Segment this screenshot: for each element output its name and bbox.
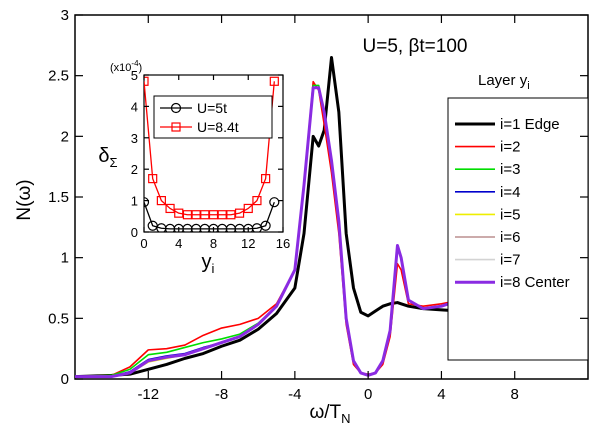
x-tick-label: -12 [137, 386, 159, 403]
y-tick-label: 0.5 [48, 310, 69, 327]
legend-title: Layer yi [478, 72, 530, 92]
legend-marker [171, 122, 181, 132]
x-tick-label: 8 [511, 386, 519, 403]
marker [252, 196, 262, 206]
legend-title-sub: i [527, 80, 529, 92]
marker [144, 197, 150, 208]
x-label-main: ω/T [309, 402, 341, 423]
inset-lines [144, 76, 280, 232]
y-tick-label: 0 [61, 371, 69, 388]
marker [156, 196, 166, 206]
marker [200, 210, 210, 220]
x-tick-label: -4 [288, 386, 301, 403]
marker [269, 197, 280, 208]
legend-box [447, 97, 589, 361]
legend-label: i=6 [500, 229, 520, 246]
x-axis-label: ω/TN [309, 402, 350, 426]
y-tick-label: 0 [131, 225, 138, 240]
x-tick-label: 8 [210, 236, 217, 251]
inset-legend: U=5t U=8.4t [160, 100, 239, 135]
legend-label: i=1 Edge [500, 116, 560, 133]
y-tick-label: 2.5 [48, 68, 69, 85]
legend-title-main: Layer y [478, 72, 528, 89]
marker [208, 210, 219, 220]
y-axis-label: N(ω) [14, 179, 35, 220]
legend-label: U=8.4t [197, 119, 239, 135]
inset-y-main: δ [98, 145, 109, 167]
multiplier-sup: -4 [131, 59, 139, 68]
marker [243, 203, 253, 214]
y-tick-label: 1.5 [48, 189, 69, 206]
marker [182, 210, 193, 220]
x-tick-label: 16 [276, 236, 290, 251]
y-tick-label: 4 [131, 99, 138, 114]
multiplier-main: (x10 [110, 62, 131, 74]
marker [144, 76, 149, 86]
legend-label: i=3 [500, 161, 520, 178]
marker [269, 76, 279, 86]
annotation: U=5, βt=100 [363, 36, 468, 57]
x-tick-label: 12 [241, 236, 255, 251]
inset-x-sub: i [212, 261, 215, 276]
marker [260, 220, 271, 231]
multiplier-end: ) [139, 62, 143, 74]
x-label-sub: N [341, 411, 350, 426]
marker [217, 210, 227, 220]
y-tick-label: 1 [131, 194, 138, 209]
inset-x-main: y [202, 251, 212, 273]
x-tick-label: 0 [364, 386, 372, 403]
inset-y-label: δΣ [98, 145, 117, 170]
y-tick-label: 5 [131, 68, 138, 83]
legend-label: i=5 [500, 206, 520, 223]
legend-label: i=7 [500, 252, 520, 269]
y-tick-label: 2 [61, 128, 69, 145]
legend-label: i=4 [500, 184, 520, 201]
inset-y-sub: Σ [110, 155, 118, 170]
inset-multiplier: (x10-4) [110, 59, 142, 74]
x-tick-label: -8 [215, 386, 228, 403]
x-tick-label: 4 [175, 236, 182, 251]
y-tick-label: 1 [61, 250, 69, 267]
marker [226, 210, 236, 220]
y-tick-label: 3 [131, 131, 138, 146]
x-tick-label: 0 [140, 236, 147, 251]
marker [174, 208, 184, 218]
x-tick-label: 4 [437, 386, 445, 403]
legend-label: i=2 [500, 139, 520, 156]
y-tick-label: 3 [61, 7, 69, 24]
y-tick-label: 2 [131, 162, 138, 177]
legend-label: U=5t [197, 100, 227, 116]
inset-x-label: yi [202, 251, 215, 276]
marker [234, 208, 245, 218]
marker [165, 203, 175, 214]
legend: i=1 Edge i=2 i=3 i=4 i=5 i=6 i=7 i=8 Center [455, 116, 570, 291]
legend-label: i=8 Center [500, 274, 570, 291]
marker [261, 174, 271, 184]
legend-marker [170, 102, 182, 114]
marker [191, 210, 201, 220]
marker [148, 174, 158, 184]
